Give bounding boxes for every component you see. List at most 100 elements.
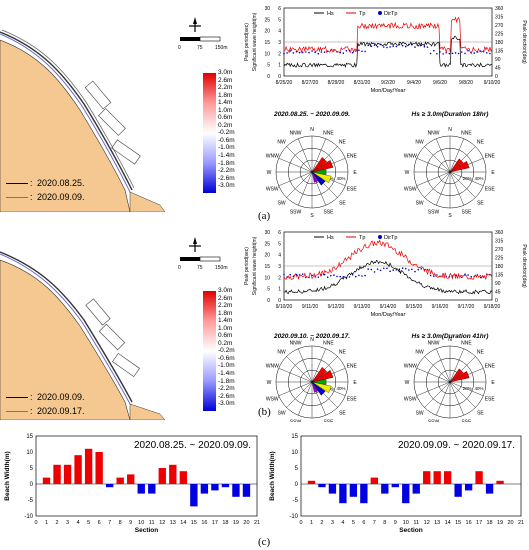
rose-petal <box>311 381 326 396</box>
bar-section-2 <box>53 464 61 484</box>
ytick-hs: 1 <box>278 287 281 293</box>
rose-petal <box>311 379 327 385</box>
bar-xtick: 3 <box>66 520 69 526</box>
bar-xtick: 16 <box>201 520 207 526</box>
ytick-hs: 2 <box>278 275 281 281</box>
dir-point <box>292 52 295 54</box>
legend-dir: DirTp <box>384 11 397 17</box>
dir-point <box>301 51 304 54</box>
colorbar-label: -1.8m <box>218 159 235 167</box>
rose-dir-label: NW <box>415 140 424 146</box>
bar-xtick: 14 <box>445 520 451 526</box>
rose-pct: 20% <box>463 386 472 391</box>
rose-dir-label: NNE <box>323 340 334 346</box>
bar-section-5 <box>349 484 358 497</box>
rose-dir-label: SW <box>416 410 424 416</box>
rose-pct: 40% <box>336 176 345 181</box>
xtick: 9/17/20 <box>458 304 475 310</box>
bar-xtick: 20 <box>243 520 249 526</box>
rose-dir-label: WNW <box>404 364 417 370</box>
rose-petal <box>449 371 470 383</box>
bar-xtick: 7 <box>108 520 111 526</box>
xtick: 8/29/20 <box>328 80 345 86</box>
bar-xtick: 11 <box>149 520 155 526</box>
ytick-dir: 180 <box>495 264 504 270</box>
bar-section-16 <box>200 484 209 494</box>
dir-point <box>467 274 469 276</box>
bar-ytick: 5 <box>30 466 34 472</box>
legend-tp: Tp <box>359 235 365 241</box>
colorbar-label: -2.6m <box>218 392 235 400</box>
rose-spoke <box>449 171 476 198</box>
colorbar-label: 1.0m <box>218 324 233 332</box>
dir-point <box>386 267 388 270</box>
dir-point <box>436 53 438 55</box>
colorbar-label: 0.6m <box>218 114 233 122</box>
bar-xtick: 8 <box>383 520 386 526</box>
bar-section-2 <box>318 484 326 488</box>
scale-150: 150m <box>215 45 228 51</box>
bar-section-16 <box>464 484 473 491</box>
bar-xtick: 21 <box>518 520 524 526</box>
dir-point <box>314 51 316 54</box>
rose-spoke <box>416 158 451 173</box>
dir-point <box>389 270 391 273</box>
rose-spoke <box>286 171 313 198</box>
rose-dir-label: S <box>448 213 452 219</box>
colorbar-label: -1.8m <box>218 377 235 385</box>
scale-b-150: 150m <box>215 265 228 271</box>
bar-xtick: 9 <box>394 520 397 526</box>
ytick-tp: 5 <box>267 63 270 69</box>
legend-tp: Tp <box>359 11 365 17</box>
bar-xtick: 15 <box>191 520 197 526</box>
dir-point <box>473 52 476 54</box>
bar-section-5 <box>84 448 93 484</box>
bar-xtick: 13 <box>434 520 440 526</box>
legend-a: : 2020.08.25. : 2020.09.09. <box>6 178 85 202</box>
colorbar-label: 2.6m <box>218 294 233 302</box>
rose-dir-label: SSE <box>461 210 472 216</box>
rose-dir-label: NW <box>415 350 424 356</box>
rose-dir-label: ESE <box>347 396 358 402</box>
dir-point <box>376 268 379 270</box>
rose-dir-label: WNW <box>266 154 279 160</box>
ytick-hs: 0 <box>278 298 281 304</box>
colorbar-label: 0.2m <box>218 121 233 129</box>
map-a-svg: 0 75 150m <box>0 17 228 213</box>
dir-point <box>370 45 373 48</box>
rose-dir-label: W <box>267 170 272 176</box>
xtick: 9/10/20 <box>484 80 501 86</box>
dir-point <box>326 276 329 278</box>
rose-spoke <box>416 171 451 186</box>
ytick-tp: 0 <box>267 298 270 304</box>
ytick-hs: 3 <box>278 264 281 270</box>
colorbar-label: -1.4m <box>218 370 235 378</box>
dir-point <box>461 276 463 279</box>
bar-xtick: 1 <box>45 520 48 526</box>
xtick: 9/11/20 <box>302 304 319 310</box>
rose-spoke <box>286 381 313 408</box>
dir-point <box>305 51 307 53</box>
dir-point <box>395 269 398 271</box>
scale-b-75: 75 <box>197 265 203 271</box>
bar-xtick: 18 <box>222 520 228 526</box>
bar-section-7 <box>105 484 114 488</box>
rose-dir-label: NE <box>477 350 485 356</box>
rose-spoke <box>278 171 313 186</box>
rose-dir-label: N <box>310 337 314 343</box>
bar-ylabel: Beach Width(m) <box>4 451 11 500</box>
bar-section-9 <box>391 484 399 488</box>
ytick-hs: 6 <box>278 6 281 12</box>
bar-ytick: 0 <box>295 482 299 488</box>
xtick: 9/15/20 <box>406 304 423 310</box>
ytick-hs: 6 <box>278 230 281 236</box>
bar-ytick: -5 <box>28 498 34 504</box>
colorbar-label: -1.0m <box>218 144 235 152</box>
rose-dir-label: ENE <box>485 364 496 370</box>
bar-section-17 <box>211 484 219 491</box>
ytick-dir: 360 <box>495 230 504 236</box>
bar-ytick: -10 <box>24 514 33 520</box>
map-b-svg: 0 75 150m <box>0 237 228 421</box>
rose-dir-label: SSW <box>428 210 440 216</box>
